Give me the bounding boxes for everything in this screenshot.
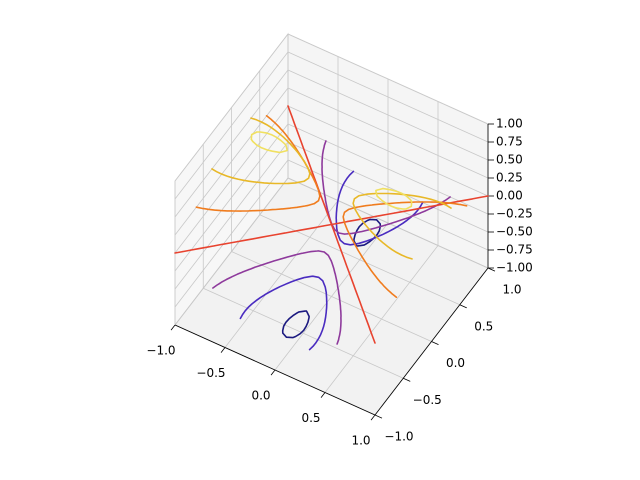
grid-line [174,177,289,326]
y-tick-label: −0.5 [413,393,442,407]
grid-line [287,51,489,143]
x-tick [270,369,276,376]
grid-line [174,87,289,236]
x-tick [320,392,326,398]
grid-line [287,177,489,269]
z-tick-label: 0.25 [496,171,523,185]
y-tick-label: 0.0 [446,356,465,370]
grid-line [287,69,489,161]
z-tick-label: 1.00 [496,117,523,131]
y-tick [374,414,383,419]
y-tick [403,377,411,382]
contour-line [250,131,413,210]
grid-line [174,69,289,218]
y-tick-label: 0.5 [474,319,493,333]
grid-line [174,105,289,254]
z-tick-label: 0.50 [496,153,523,167]
z-tick-label: −0.75 [496,243,533,257]
y-tick [487,267,496,272]
x-tick [220,347,226,353]
grid-line [287,123,489,215]
contour-line [174,105,489,344]
x-tick-label: 0.5 [301,411,320,425]
x-tick [170,324,176,331]
contour-line [211,117,452,260]
grid-line [287,33,489,125]
x-axis [174,324,376,416]
grid-line [174,159,289,308]
x-tick [370,414,376,421]
z-tick-label: −0.50 [496,225,533,239]
z-tick-label: −0.25 [496,207,533,221]
grid-line [174,51,289,200]
y-axis [374,267,489,416]
grid-line [174,123,289,272]
grid-line [174,141,289,290]
grid-line [174,33,289,182]
x-tick-label: −0.5 [196,366,225,380]
grid-line [203,287,404,379]
x-tick-label: 0.0 [251,389,270,403]
y-tick-label: −1.0 [384,430,413,444]
grid-line [287,105,489,197]
z-tick-label: 0.00 [496,189,523,203]
x-tick-label: 1.0 [351,434,370,448]
grid-line [287,87,489,179]
grid-line [287,141,489,233]
y-tick [459,304,467,309]
y-tick-label: 1.0 [502,283,521,297]
z-tick-label: −1.00 [496,261,533,275]
y-tick [431,341,439,346]
z-tick-label: 0.75 [496,135,523,149]
grid-line [231,251,432,342]
x-tick-label: −1.0 [146,344,175,358]
grid-line [259,214,460,306]
